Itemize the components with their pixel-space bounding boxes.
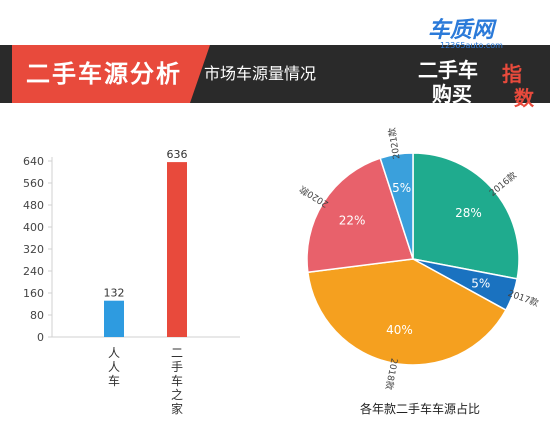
page-title: 二手车源分析: [12, 45, 210, 103]
pie-slice-label: 2018款: [383, 357, 401, 391]
bar-1: [104, 300, 124, 337]
logo-main-text: 车质网: [428, 18, 495, 43]
y-tick-label: 160: [23, 287, 44, 300]
pie-pct-label: 5%: [392, 181, 411, 195]
pie-slice-4: [306, 157, 414, 274]
x-category-label: 人人车: [108, 346, 120, 388]
logo-accent2-text: 数: [514, 86, 534, 110]
y-tick-label: 480: [23, 199, 44, 212]
pie-pct-label: 28%: [455, 206, 482, 220]
y-tick-label: 320: [23, 243, 44, 256]
bar-2: [167, 162, 187, 337]
pie-slice-label: 2020款: [297, 183, 330, 210]
y-tick-label: 560: [23, 177, 44, 190]
pie-pct-label: 5%: [471, 276, 490, 290]
brand-logo: 车质网 12365auto.com 二手车 购买 指 数: [418, 12, 542, 110]
pie-slice-label: 2016款: [487, 169, 519, 199]
bar-chart: 0 80 160 240 320 400 480 560 640 132 人人车 636 二手车之家: [23, 148, 240, 416]
y-tick-label: 240: [23, 265, 44, 278]
bar-value-label: 636: [167, 148, 188, 161]
y-tick-label: 400: [23, 221, 44, 234]
pie-pct-label: 22%: [339, 213, 366, 227]
pie-pct-label: 40%: [386, 323, 413, 337]
pie-caption: 各年款二手车车源占比: [359, 402, 480, 416]
x-category-label: 二手车之家: [171, 346, 183, 416]
logo-accent1-text: 指: [502, 62, 522, 86]
y-tick-label: 640: [23, 155, 44, 168]
logo-line2-text: 购买: [432, 82, 472, 106]
page-subtitle: 市场车源量情况: [204, 64, 317, 83]
pie-slice-1: [412, 152, 520, 280]
bar-value-label: 132: [104, 287, 125, 300]
logo-line1-text: 二手车: [418, 58, 478, 82]
pie-slice-label: 2017款: [506, 287, 540, 309]
y-tick-label: 80: [30, 309, 44, 322]
pie-slice-3: [307, 258, 507, 366]
y-tick-label: 0: [37, 331, 44, 344]
logo-url-text: 12365auto.com: [440, 41, 503, 50]
pie-slice-5: [379, 152, 414, 260]
header-banner: 二手车源分析 市场车源量情况: [0, 45, 550, 103]
